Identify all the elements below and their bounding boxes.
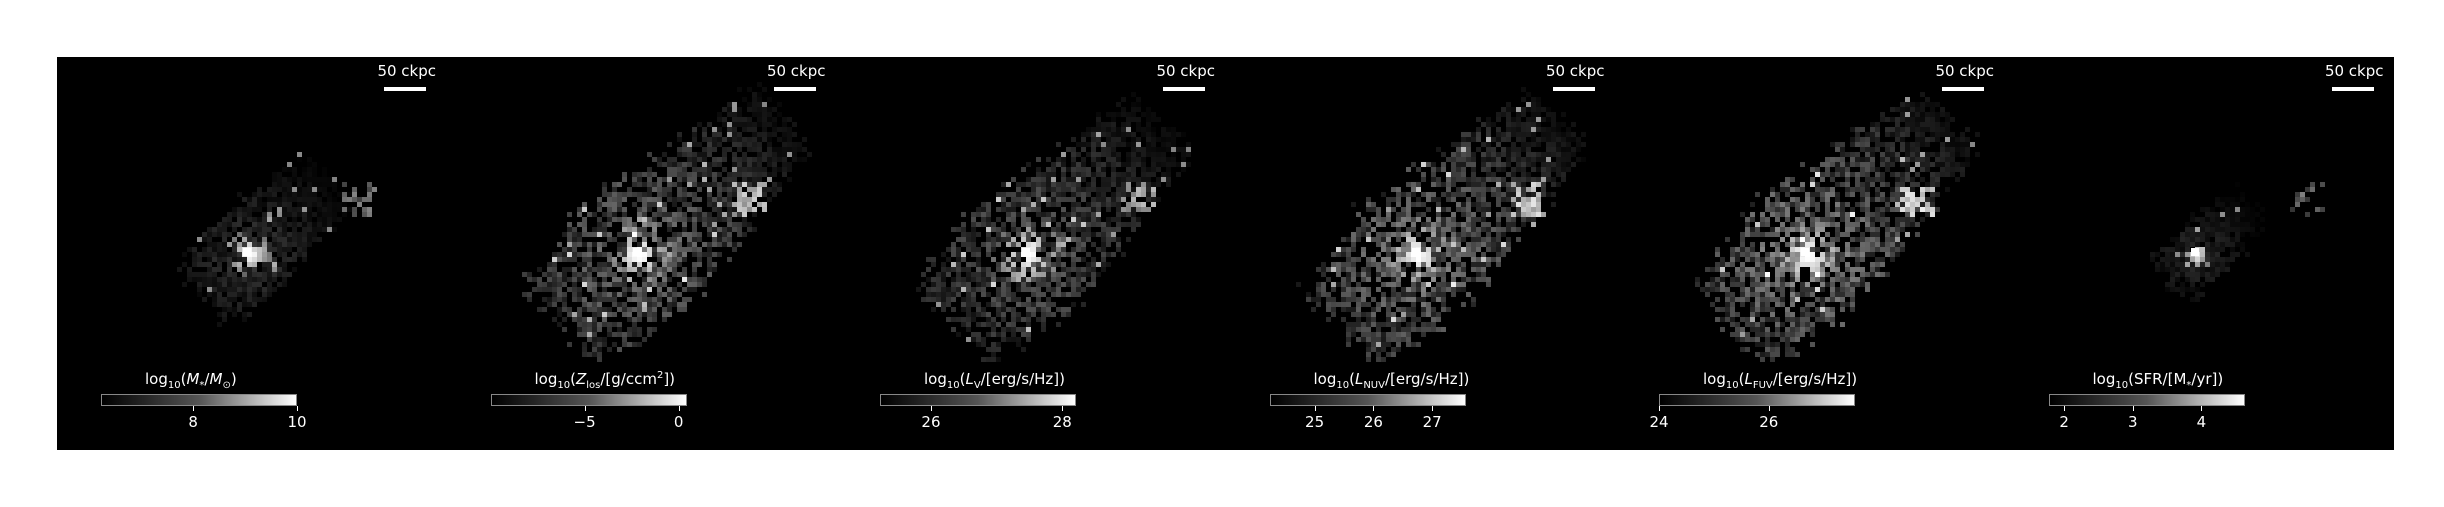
galaxy-pixel-map — [177, 152, 377, 327]
colorbar-tick — [2064, 406, 2066, 411]
colorbar-tick-label: −5 — [573, 413, 596, 431]
colorbar-tick — [297, 406, 298, 411]
colorbar-tick-label: 26 — [1759, 413, 1779, 431]
colorbar-label: log10(LNUV/[erg/s/Hz]) — [1313, 370, 1470, 391]
colorbar-tick — [1062, 406, 1064, 411]
colorbar-tick-label: 10 — [287, 413, 307, 431]
colorbar-tick — [930, 406, 932, 411]
colorbar-tick — [2201, 406, 2203, 411]
colorbar-tick — [584, 406, 586, 411]
colorbar-label: log10(Zlos/[g/ccm2]) — [534, 370, 676, 391]
scale-bar-label: 50 ckpc — [1545, 62, 1605, 80]
panel-star-formation-rate: 50 ckpc log10(SFR/[M*/yr]) 2 3 4 — [2004, 57, 2394, 450]
galaxy-pixel-map — [1695, 92, 1980, 362]
galaxy-pixel-map — [1295, 87, 1586, 362]
colorbar-tick-label: 27 — [1422, 413, 1442, 431]
colorbar-tick — [678, 406, 680, 411]
colorbar-tick — [1432, 406, 1434, 411]
colorbar-tick — [2132, 406, 2134, 411]
scale-bar — [773, 87, 816, 91]
panel-nuv-luminosity: 50 ckpc log10(LNUV/[erg/s/Hz]) 25 26 27 — [1225, 57, 1615, 450]
scale-bar-label: 50 ckpc — [2324, 62, 2384, 80]
colorbar-tick — [1314, 406, 1316, 411]
galaxy-pixel-map — [2149, 182, 2325, 302]
panel-stellar-mass: 50 ckpc log10(M*/M⊙) 8 10 — [57, 57, 446, 450]
colorbar — [880, 394, 1076, 406]
colorbar — [490, 394, 687, 406]
colorbar-label: log10(LFUV/[erg/s/Hz]) — [1703, 370, 1858, 391]
scale-bar-label: 50 ckpc — [1156, 62, 1215, 80]
panel-v-band-luminosity: 50 ckpc log10(LV/[erg/s/Hz]) 26 28 — [836, 57, 1225, 450]
scale-bar-label: 50 ckpc — [377, 62, 436, 80]
colorbar-tick-label: 24 — [1649, 413, 1669, 431]
scale-bar — [1942, 87, 1984, 91]
scale-bar — [2331, 87, 2374, 91]
colorbar-tick — [1659, 406, 1660, 411]
scale-bar-label: 50 ckpc — [766, 62, 826, 80]
colorbar-label: log10(SFR/[M*/yr]) — [2092, 370, 2224, 391]
colorbar-tick — [1373, 406, 1375, 411]
colorbar-tick — [1768, 406, 1770, 411]
panel-fuv-luminosity: 50 ckpc log10(LFUV/[erg/s/Hz]) 24 26 — [1615, 57, 2004, 450]
colorbar — [1659, 394, 1855, 406]
colorbar-label: log10(M*/M⊙) — [145, 370, 237, 391]
scale-bar — [1163, 87, 1205, 91]
colorbar-tick-label: 0 — [673, 413, 684, 431]
colorbar-tick-label: 8 — [188, 413, 198, 431]
galaxy-pixel-map — [916, 92, 1191, 362]
colorbar-label: log10(LV/[erg/s/Hz]) — [924, 370, 1066, 391]
colorbar-tick-label: 26 — [921, 413, 941, 431]
colorbar — [101, 394, 297, 406]
colorbar-tick-label: 2 — [2059, 413, 2069, 431]
scale-bar-label: 50 ckpc — [1935, 62, 1994, 80]
colorbar-tick-label: 26 — [1363, 413, 1383, 431]
galaxy-pixel-map — [521, 82, 812, 362]
panel-metallicity: 50 ckpc log10(Zlos/[g/ccm2]) −5 0 — [446, 57, 836, 450]
scale-bar — [384, 87, 426, 91]
colorbar-tick-label: 3 — [2127, 413, 2138, 431]
figure-panel-strip: 50 ckpc log10(M*/M⊙) 8 10 50 ckpc log10(Zlos… — [57, 57, 2394, 450]
scale-bar — [1552, 87, 1595, 91]
colorbar-tick-label: 28 — [1052, 413, 1072, 431]
colorbar-tick-label: 4 — [2196, 413, 2207, 431]
colorbar — [1269, 394, 1466, 406]
colorbar-tick — [193, 406, 195, 411]
colorbar-tick-label: 25 — [1305, 413, 1325, 431]
colorbar — [2048, 394, 2245, 406]
